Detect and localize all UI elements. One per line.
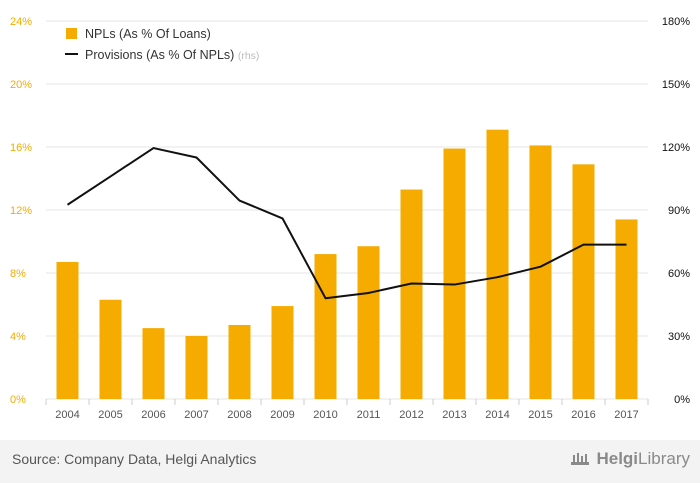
left-axis-tick-label: 16%: [10, 142, 32, 154]
npl-bar: [142, 328, 165, 399]
brand-logo[interactable]: HelgiLibrary: [570, 449, 690, 469]
provisions-line-series: [66, 147, 627, 300]
npl-bar: [486, 129, 509, 400]
x-axis-tick-label: 2015: [528, 409, 552, 421]
x-axis-tick-label: 2016: [571, 409, 595, 421]
npl-bar: [271, 306, 294, 399]
npl-bar: [443, 148, 466, 399]
right-axis-tick-label: 0%: [674, 394, 690, 406]
legend-swatch-npls: [66, 28, 77, 39]
brand-name-helgi: Helgi: [596, 449, 639, 468]
x-axis-tick-label: 2008: [227, 409, 251, 421]
x-axis-tick-label: 2005: [98, 409, 122, 421]
npl-bar: [99, 299, 122, 399]
x-axis-tick-label: 2017: [614, 409, 638, 421]
legend-label-rhs: (rhs): [238, 50, 260, 62]
npl-bar: [400, 189, 423, 399]
npl-bars: [56, 129, 638, 400]
legend-label-npls: NPLs (As % Of Loans): [85, 27, 211, 41]
helgi-library-logo-icon: [571, 453, 590, 465]
right-axis-tick-label: 120%: [662, 142, 690, 154]
gridlines: [46, 20, 648, 400]
npl-bar: [529, 145, 552, 399]
x-axis-tick-label: 2011: [357, 409, 381, 421]
npl-bar: [357, 246, 380, 399]
left-axis-tick-label: 0%: [10, 394, 26, 406]
npl-bar: [314, 254, 337, 399]
left-axis-tick-label: 12%: [10, 205, 32, 217]
right-axis-tick-label: 60%: [668, 268, 690, 280]
axes: 0% 0% 4% 30% 8% 60% 12% 90% 16% 120% 20% 150% 24% 180…: [10, 16, 690, 421]
x-axis-tick-label: 2014: [485, 409, 509, 421]
legend-label-provisions: Provisions (As % Of NPLs) (rhs): [85, 48, 259, 62]
x-axis-tick-label: 2009: [270, 409, 294, 421]
npl-bar: [56, 261, 79, 399]
right-axis-tick-label: 150%: [662, 79, 690, 91]
brand-name-library: Library: [638, 449, 690, 468]
provisions-line: [66, 147, 627, 300]
x-axis-tick-label: 2007: [184, 409, 208, 421]
left-axis-tick-label: 4%: [10, 331, 26, 343]
right-axis-tick-label: 90%: [668, 205, 690, 217]
legend: NPLs (As % Of Loans) Provisions (As % Of …: [65, 27, 259, 62]
left-axis-tick-label: 24%: [10, 16, 32, 28]
left-axis-tick-label: 20%: [10, 79, 32, 91]
x-axis-tick-label: 2004: [55, 409, 79, 421]
legend-label-provisions-name: Provisions (As % Of NPLs): [85, 48, 238, 62]
left-axis-tick-label: 8%: [10, 268, 26, 280]
right-axis-tick-label: 180%: [662, 16, 690, 28]
npl-bar: [185, 336, 208, 399]
x-axis-tick-label: 2013: [442, 409, 466, 421]
right-axis-tick-label: 30%: [668, 331, 690, 343]
source-text: Source: Company Data, Helgi Analytics: [12, 451, 257, 467]
x-axis-tick-label: 2012: [399, 409, 423, 421]
x-axis-tick-label: 2006: [141, 409, 165, 421]
npl-bar: [615, 219, 638, 399]
npl-bar: [228, 324, 251, 399]
x-axis-tick-label: 2010: [313, 409, 337, 421]
npl-bar: [572, 164, 595, 399]
